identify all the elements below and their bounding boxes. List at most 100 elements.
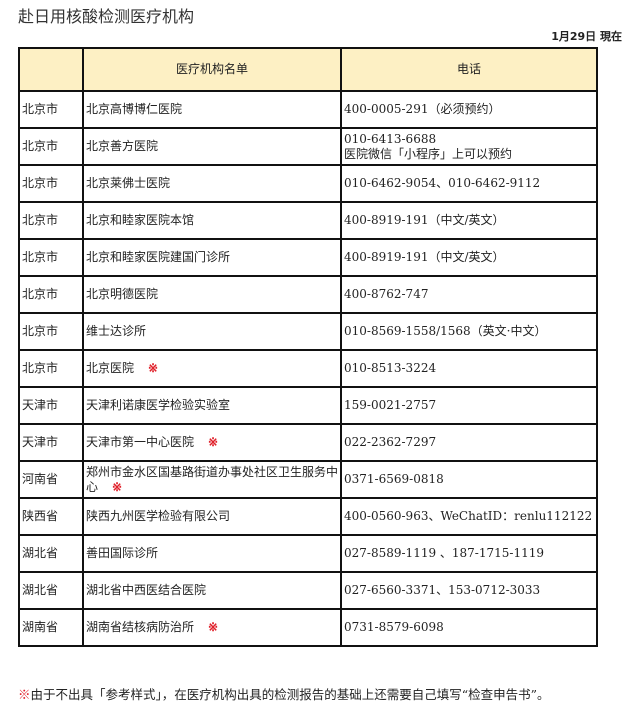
phone-cell: 010-8513-3224 [340,349,598,388]
footnote: ※由于不出具「参考样式」，在医疗机构出具的检测报告的基础上还需要自己填写“检查申… [18,684,550,703]
phone-cell: 010-6462-9054、010-6462-9112 [340,164,598,203]
phone-text: 0731-8579-6098 [344,620,444,634]
page-title: 赴日用核酸检测医疗机构 [18,7,195,26]
footnote-text: 由于不出具「参考样式」，在医疗机构出具的检测报告的基础上还需要自己填写“检查申告… [30,687,550,702]
reference-mark: ※ [208,620,219,634]
institution-name: 北京明德医院 [86,287,159,301]
institution-name: 北京和睦家医院建国门诊所 [86,250,231,264]
institution-name: 北京莱佛士医院 [86,176,171,190]
institution-cell: 天津市第一中心医院 ※ [82,423,342,462]
phone-note: 医院微信「小程序」上可以预约 [344,146,513,161]
region-cell: 北京市 [18,127,84,166]
table-row: 北京市 北京莱佛士医院 010-6462-9054、010-6462-9112 [18,164,598,203]
institution-name: 天津利诺康医学检验实验室 [86,398,231,412]
table-row: 北京市 维士达诊所 010-8569-1558/1568（英文·中文） [18,312,598,351]
phone-text: 159-0021-2757 [344,398,437,412]
institution-name: 北京和睦家医院本馆 [86,213,195,227]
region-cell: 天津市 [18,423,84,462]
phone-cell: 0731-8579-6098 [340,608,598,647]
institution-cell: 善田国际诊所 [82,534,342,573]
institution-cell: 北京高博博仁医院 [82,90,342,129]
table-row: 北京市 北京医院 ※ 010-8513-3224 [18,349,598,388]
region-cell: 北京市 [18,275,84,314]
institution-name: 湖南省结核病防治所 [86,620,195,634]
region-cell: 北京市 [18,238,84,277]
institution-cell: 维士达诊所 [82,312,342,351]
phone-text: 027-8589-1119 、187-1715-1119 [344,546,544,560]
phone-text: 400-8762-747 [344,287,429,301]
phone-text: 027-6560-3371、153-0712-3033 [344,583,541,597]
phone-cell: 010-8569-1558/1568（英文·中文） [340,312,598,351]
phone-text: 010-6462-9054、010-6462-9112 [344,176,541,190]
phone-cell: 0371-6569-0818 [340,460,598,499]
phone-text: 010-8513-3224 [344,361,437,375]
phone-cell: 022-2362-7297 [340,423,598,462]
phone-text: 400-8919-191（中文/英文） [344,213,505,227]
institution-cell: 北京和睦家医院建国门诊所 [82,238,342,277]
institution-cell: 北京和睦家医院本馆 [82,201,342,240]
institution-cell: 陕西九州医学检验有限公司 [82,497,342,536]
table-row: 天津市 天津市第一中心医院 ※ 022-2362-7297 [18,423,598,462]
institution-name: 善田国际诊所 [86,546,159,560]
region-cell: 陕西省 [18,497,84,536]
table-row: 河南省 郑州市金水区国基路街道办事处社区卫生服务中心 ※ 0371-6569-0818 [18,460,598,499]
institution-table: 医疗机构名单 电话 北京市 北京高博博仁医院 400-0005-291（必须预约）北… [18,47,598,647]
header-phone: 电话 [340,47,598,92]
table-row: 湖南省 湖南省结核病防治所 ※ 0731-8579-6098 [18,608,598,647]
table-row: 湖北省 善田国际诊所 027-8589-1119 、187-1715-1119 [18,534,598,573]
phone-cell: 159-0021-2757 [340,386,598,425]
table-row: 北京市 北京明德医院 400-8762-747 [18,275,598,314]
institution-cell: 北京善方医院 [82,127,342,166]
table-row: 天津市 天津利诺康医学检验实验室 159-0021-2757 [18,386,598,425]
table-header: 医疗机构名单 电话 [18,47,598,92]
institution-name: 湖北省中西医结合医院 [86,583,207,597]
phone-text: 0371-6569-0818 [344,472,444,486]
institution-name: 天津市第一中心医院 [86,435,195,449]
phone-text: 010-6413-6688 [344,131,437,146]
reference-mark: ※ [148,361,159,375]
table-row: 湖北省 湖北省中西医结合医院 027-6560-3371、153-0712-3033 [18,571,598,610]
institution-name: 北京医院 [86,361,135,375]
phone-cell: 027-8589-1119 、187-1715-1119 [340,534,598,573]
region-cell: 北京市 [18,312,84,351]
table-row: 北京市 北京和睦家医院本馆 400-8919-191（中文/英文） [18,201,598,240]
institution-cell: 北京明德医院 [82,275,342,314]
table-row: 北京市 北京善方医院 010-6413-6688 医院微信「小程序」上可以预约 [18,127,598,166]
header-name: 医疗机构名单 [82,47,342,92]
institution-name: 北京善方医院 [86,139,159,153]
phone-cell: 400-0005-291（必须预约） [340,90,598,129]
phone-text: 022-2362-7297 [344,435,437,449]
institution-cell: 天津利诺康医学检验实验室 [82,386,342,425]
region-cell: 天津市 [18,386,84,425]
phone-cell: 027-6560-3371、153-0712-3033 [340,571,598,610]
institution-cell: 郑州市金水区国基路街道办事处社区卫生服务中心 ※ [82,460,342,499]
region-cell: 河南省 [18,460,84,499]
institution-cell: 北京医院 ※ [82,349,342,388]
reference-mark: ※ [112,479,123,494]
institution-cell: 湖北省中西医结合医院 [82,571,342,610]
region-cell: 北京市 [18,90,84,129]
table-row: 北京市 北京和睦家医院建国门诊所 400-8919-191（中文/英文） [18,238,598,277]
table-row: 北京市 北京高博博仁医院 400-0005-291（必须预约） [18,90,598,129]
reference-mark: ※ [18,687,31,702]
region-cell: 北京市 [18,349,84,388]
institution-name: 郑州市金水区国基路街道办事处社区卫生服务中心 [86,464,339,494]
region-cell: 北京市 [18,201,84,240]
phone-text: 400-0560-963、WeChatID：renlu112122 [344,509,593,523]
reference-mark: ※ [208,435,219,449]
phone-cell: 400-8919-191（中文/英文） [340,201,598,240]
table-row: 陕西省 陕西九州医学检验有限公司 400-0560-963、WeChatID：ren… [18,497,598,536]
header-region [18,47,84,92]
phone-cell: 400-8919-191（中文/英文） [340,238,598,277]
institution-name: 北京高博博仁医院 [86,102,183,116]
region-cell: 北京市 [18,164,84,203]
region-cell: 湖北省 [18,571,84,610]
phone-text: 010-8569-1558/1568（英文·中文） [344,324,547,338]
institution-cell: 湖南省结核病防治所 ※ [82,608,342,647]
phone-cell: 010-6413-6688 医院微信「小程序」上可以预约 [340,127,598,166]
phone-text: 400-0005-291（必须预约） [344,102,501,116]
region-cell: 湖南省 [18,608,84,647]
institution-name: 陕西九州医学检验有限公司 [86,509,231,523]
phone-cell: 400-8762-747 [340,275,598,314]
region-cell: 湖北省 [18,534,84,573]
